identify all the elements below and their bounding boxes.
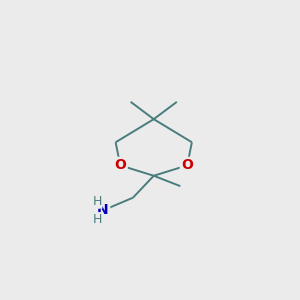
Text: H: H (92, 195, 102, 208)
Text: O: O (181, 158, 193, 172)
Text: N: N (97, 203, 109, 218)
Text: O: O (114, 158, 126, 172)
Text: H: H (92, 213, 102, 226)
